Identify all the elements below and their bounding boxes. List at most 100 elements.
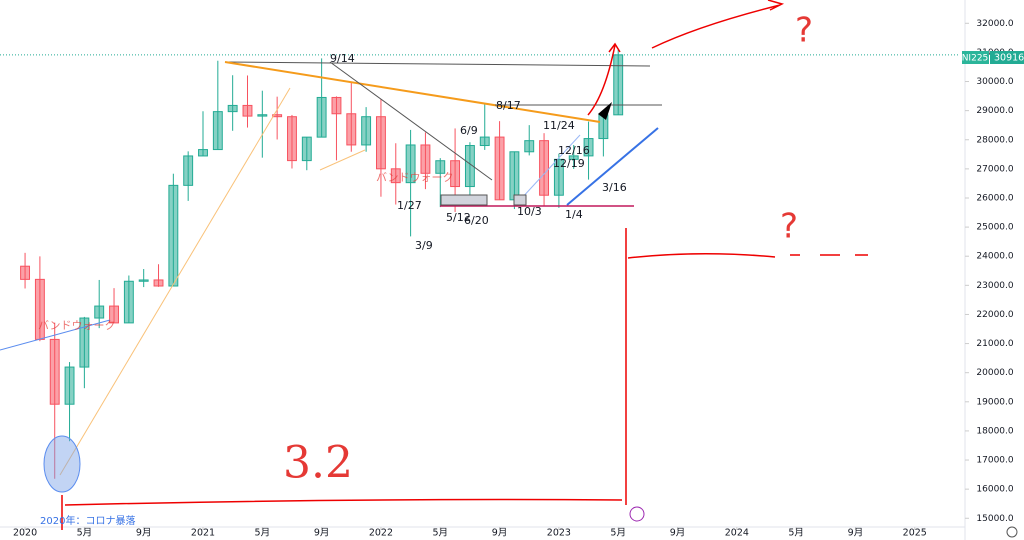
hand-arrow <box>651 0 785 49</box>
x-tick-label: 5月 <box>77 528 93 539</box>
candle-body <box>257 114 268 117</box>
annotation: 11/24 <box>543 119 575 132</box>
y-tick-label: 27000.0 <box>976 164 1013 174</box>
y-tick-label: 22000.0 <box>976 310 1013 320</box>
y-tick-label: 16000.0 <box>976 485 1013 495</box>
annotation: 12/19 <box>553 157 585 170</box>
annotation: 3/16 <box>602 181 627 194</box>
candle-body <box>49 338 60 405</box>
x-tick-label: 2022 <box>369 528 393 539</box>
candle-body <box>331 96 342 115</box>
x-tick-label: 2025 <box>903 528 927 539</box>
trend-line <box>224 61 601 123</box>
x-tick-label: 5月 <box>432 528 448 539</box>
drawings <box>0 0 868 530</box>
y-tick-label: 29000.0 <box>976 106 1013 116</box>
symbol-badge <box>962 51 989 64</box>
candle-body <box>420 144 431 174</box>
x-tick-label: 9月 <box>670 528 686 539</box>
annotation: 3/9 <box>415 239 433 252</box>
candle-body <box>375 116 386 170</box>
x-tick-label: 5月 <box>255 528 271 539</box>
candle-body <box>198 149 208 157</box>
hand-line <box>625 228 868 505</box>
annotation: 6/9 <box>460 124 478 137</box>
y-tick-label: 20000.0 <box>976 368 1013 378</box>
y-tick-label: 17000.0 <box>976 456 1013 466</box>
last-price-label: 30916.2 <box>994 53 1024 64</box>
annotation: 1/4 <box>565 208 583 221</box>
candle-body <box>346 113 357 146</box>
annotation: 3.2 <box>283 438 353 489</box>
candle-body <box>212 111 223 151</box>
y-tick-label: 25000.0 <box>976 223 1013 233</box>
y-tick-label: 26000.0 <box>976 193 1013 203</box>
x-tick-label: 5月 <box>610 528 626 539</box>
candle-body <box>168 184 179 287</box>
candle-body <box>613 54 624 116</box>
candle-body <box>405 144 416 184</box>
x-tick-label: 9月 <box>136 528 152 539</box>
candle-body <box>435 160 446 174</box>
candle-body <box>287 116 297 162</box>
y-tick-label: 23000.0 <box>976 281 1013 291</box>
candle-body <box>568 155 579 160</box>
candle-body <box>183 155 194 186</box>
annotation: バンドウォーク <box>38 319 116 332</box>
candle-body <box>316 96 327 138</box>
candle-body <box>390 168 401 184</box>
x-tick-label: 2020 <box>13 528 37 539</box>
settings-icon[interactable] <box>1006 526 1018 538</box>
y-tick-label: 21000.0 <box>976 339 1013 349</box>
annotation: 1/27 <box>397 199 422 212</box>
x-tick-label: 2023 <box>547 528 571 539</box>
event-icon[interactable] <box>629 506 645 522</box>
y-tick-label: 28000.0 <box>976 135 1013 145</box>
trend-line <box>519 134 581 201</box>
hand-arrow <box>587 42 621 116</box>
candle-body <box>450 160 461 188</box>
candle-body <box>64 366 75 405</box>
annotations: 9/14 8/17 6/9 11/24 12/16 12/19 1/27 5/1… <box>38 11 813 528</box>
candle-body <box>539 140 550 196</box>
candle-body <box>361 116 372 146</box>
y-tick-label: 24000.0 <box>976 252 1013 262</box>
candle-body <box>79 317 90 368</box>
candle-body <box>464 145 475 188</box>
y-tick-label: 32000.0 <box>976 19 1013 29</box>
annotation: 8/17 <box>496 99 521 112</box>
candle-body <box>123 280 134 324</box>
box <box>513 194 527 206</box>
y-tick-label: 30000.0 <box>976 77 1013 87</box>
price-badge <box>990 51 1024 64</box>
candle-body <box>138 279 149 282</box>
candle-body <box>494 136 505 201</box>
symbol-label: NI225 <box>962 54 989 64</box>
highlight-ellipse <box>43 435 81 493</box>
annotation: ? <box>780 207 798 247</box>
candle-body <box>583 138 594 157</box>
candle-body <box>479 136 490 147</box>
y-tick-label: 15000.0 <box>976 514 1013 524</box>
candle-body <box>227 104 238 113</box>
candle-body <box>109 305 119 324</box>
annotation: 6/20 <box>464 214 489 227</box>
x-tick-label: 2021 <box>191 528 215 539</box>
annotation: 10/3 <box>517 205 542 218</box>
hand-line <box>61 495 623 530</box>
annotation: 12/16 <box>558 144 590 157</box>
annotation: ? <box>795 11 813 51</box>
candle-body <box>301 136 312 162</box>
trend-line <box>329 61 493 181</box>
x-tick-label: 5月 <box>788 528 804 539</box>
candle-body <box>242 104 253 117</box>
annotation: 9/14 <box>330 52 355 65</box>
candle-body <box>20 265 31 280</box>
candle-body <box>272 114 283 118</box>
trend-line <box>566 127 659 206</box>
trend-line <box>0 319 111 351</box>
y-tick-label: 19000.0 <box>976 397 1013 407</box>
x-tick-label: 2024 <box>725 528 749 539</box>
trend-line <box>319 149 366 171</box>
